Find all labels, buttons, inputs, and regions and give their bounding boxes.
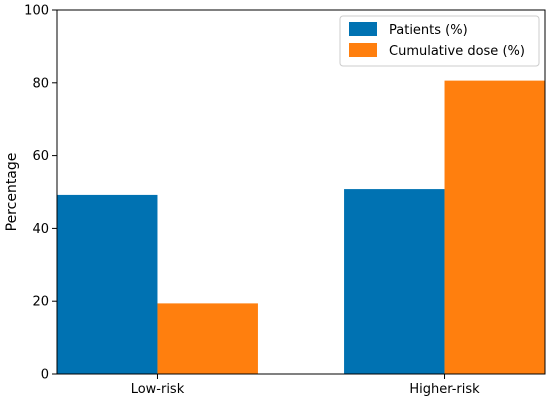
y-tick-label-0: 0 xyxy=(41,368,49,383)
y-tick-label-100: 100 xyxy=(24,4,49,19)
bar-higher-risk-patients xyxy=(344,189,445,374)
legend-swatch-cumulative-dose xyxy=(349,43,377,57)
bar-low-risk-cumulative-dose xyxy=(157,303,258,374)
legend-label-cumulative-dose: Cumulative dose (%) xyxy=(389,44,525,59)
y-axis-ticks: 0 20 40 60 80 100 xyxy=(24,4,57,383)
bars-group xyxy=(57,80,545,375)
x-axis-ticks: Low-risk Higher-risk xyxy=(131,374,480,397)
legend: Patients (%) Cumulative dose (%) xyxy=(339,15,540,67)
y-tick-label-40: 40 xyxy=(32,222,49,237)
legend-swatch-patients xyxy=(349,22,377,36)
x-tick-label-low-risk: Low-risk xyxy=(131,382,185,397)
plot-frame xyxy=(56,9,546,375)
bar-higher-risk-cumulative-dose xyxy=(444,80,545,375)
bar-low-risk-patients xyxy=(57,194,158,374)
y-tick-label-60: 60 xyxy=(32,149,49,164)
y-tick-label-80: 80 xyxy=(32,76,49,91)
x-tick-label-higher-risk: Higher-risk xyxy=(409,382,480,397)
y-axis-title: Percentage xyxy=(4,153,20,232)
y-tick-label-20: 20 xyxy=(32,295,49,310)
legend-label-patients: Patients (%) xyxy=(389,23,468,38)
legend-box xyxy=(339,15,540,67)
